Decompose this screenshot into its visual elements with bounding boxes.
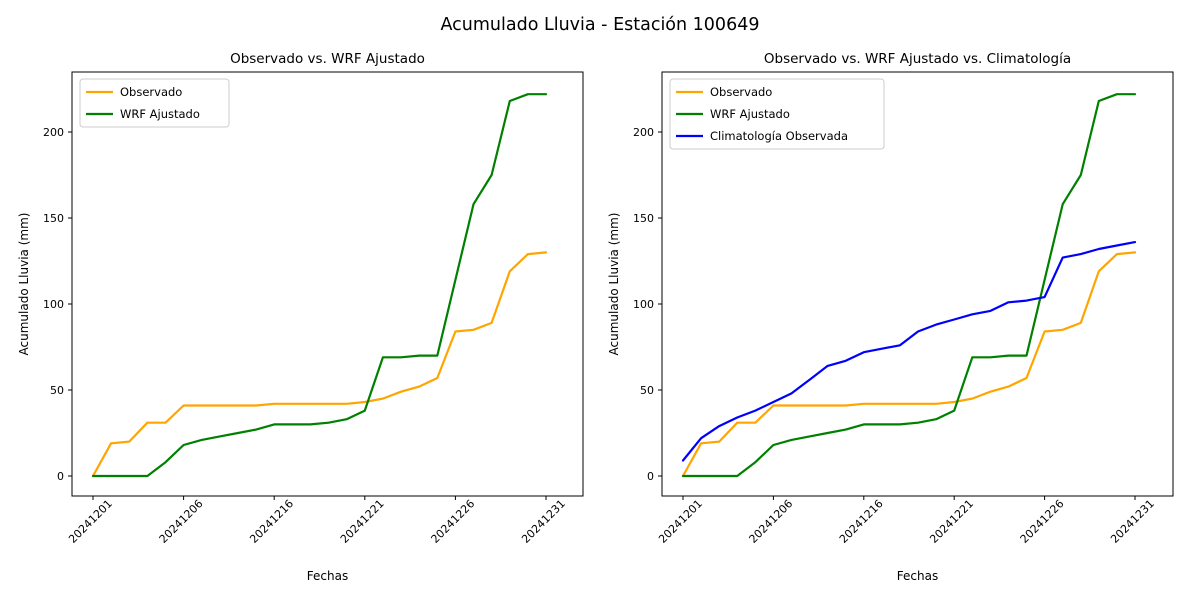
legend-item: WRF Ajustado bbox=[86, 107, 200, 121]
y-tick-label: 100 bbox=[43, 298, 64, 311]
series-line-climatologia-observada bbox=[681, 241, 1137, 462]
legend-box bbox=[669, 78, 885, 150]
legend-item: Observado bbox=[86, 85, 182, 99]
x-tick-label: 20241221 bbox=[338, 497, 387, 546]
y-tick-label: 200 bbox=[43, 126, 64, 139]
legend-box bbox=[79, 78, 230, 128]
x-tick-label: 20241216 bbox=[837, 497, 886, 546]
y-tick-label: 150 bbox=[43, 212, 64, 225]
y-tick-label: 200 bbox=[633, 126, 654, 139]
x-tick-label: 20241226 bbox=[429, 497, 478, 546]
legend: Observado WRF Ajustado bbox=[79, 78, 230, 128]
y-tick-label: 50 bbox=[640, 384, 654, 397]
series-line-wrf-ajustado bbox=[681, 93, 1137, 478]
legend-item: Observado bbox=[676, 85, 772, 99]
left-x-axis-label: Fechas bbox=[307, 569, 348, 583]
x-tick-label: 20241231 bbox=[1108, 497, 1157, 546]
left-plot: 0 50 100 150 200 20241201 20241206 20241216 2024… bbox=[43, 71, 584, 546]
y-tick-label: 0 bbox=[57, 470, 64, 483]
y-tick-label: 0 bbox=[647, 470, 654, 483]
legend-label-wrf-ajustado: WRF Ajustado bbox=[120, 107, 200, 121]
x-tick-label: 20241226 bbox=[1018, 497, 1067, 546]
right-plot-title: Observado vs. WRF Ajustado vs. Climatolo… bbox=[764, 51, 1071, 67]
series-line-observado bbox=[681, 251, 1137, 478]
legend-label-wrf-ajustado: WRF Ajustado bbox=[710, 107, 790, 121]
x-tick-label: 20241231 bbox=[519, 497, 568, 546]
x-tick-label: 20241201 bbox=[66, 497, 115, 546]
y-tick-label: 50 bbox=[50, 384, 64, 397]
legend-label-observado: Observado bbox=[710, 85, 772, 99]
right-plot: 0 50 100 150 200 20241201 20241206 20241216 2024… bbox=[633, 71, 1174, 546]
legend-label-observado: Observado bbox=[120, 85, 182, 99]
left-plot-title: Observado vs. WRF Ajustado bbox=[230, 51, 425, 67]
series-line-wrf-ajustado bbox=[91, 93, 548, 478]
legend-label-climatologia-observada: Climatología Observada bbox=[710, 129, 848, 143]
right-x-axis-label: Fechas bbox=[897, 569, 938, 583]
x-tick-label: 20241206 bbox=[157, 497, 206, 546]
legend: Observado WRF Ajustado Climatología Observ… bbox=[669, 78, 885, 150]
legend-item: Climatología Observada bbox=[676, 129, 848, 143]
legend-item: WRF Ajustado bbox=[676, 107, 790, 121]
x-tick-label: 20241201 bbox=[656, 497, 705, 546]
left-y-axis-label: Acumulado Lluvia (mm) bbox=[17, 213, 31, 356]
y-tick-label: 100 bbox=[633, 298, 654, 311]
x-tick-label: 20241221 bbox=[927, 497, 976, 546]
right-y-axis-label: Acumulado Lluvia (mm) bbox=[607, 213, 621, 356]
x-tick-label: 20241206 bbox=[747, 497, 796, 546]
series-line-observado bbox=[91, 251, 548, 478]
x-tick-label: 20241216 bbox=[247, 497, 296, 546]
plot-area bbox=[71, 71, 584, 497]
figure-suptitle: Acumulado Lluvia - Estación 100649 bbox=[441, 15, 760, 35]
y-tick-label: 150 bbox=[633, 212, 654, 225]
